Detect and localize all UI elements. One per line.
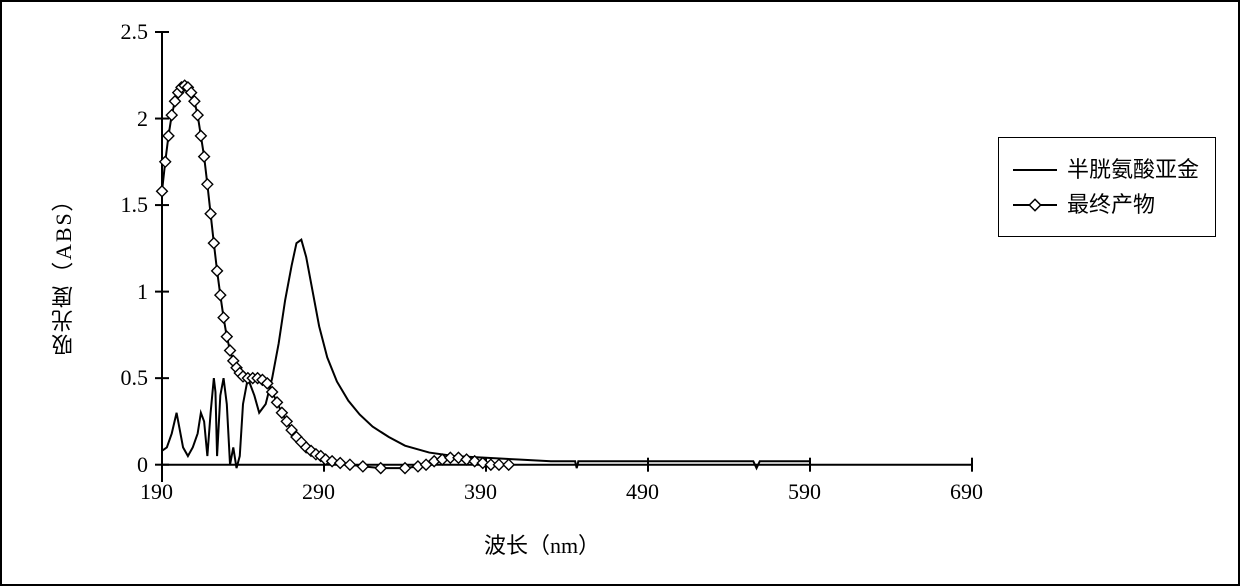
x-axis-label: 波长（nm） [42, 528, 1042, 560]
legend-swatch-line [1013, 160, 1057, 180]
plot-wrap: 吸光度（ABS） 190 290 390 490 590 690 0 0.5 1 1.5 2 2.5… [42, 22, 1042, 562]
legend-label-1: 半胱氨酸亚金 [1067, 152, 1199, 187]
legend-swatch-line-marker [1013, 195, 1057, 215]
figure-frame: 吸光度（ABS） 190 290 390 490 590 690 0 0.5 1 1.5 2 2.5… [0, 0, 1240, 586]
legend: 半胱氨酸亚金 最终产物 [998, 137, 1216, 237]
legend-item-series2: 最终产物 [1013, 187, 1199, 222]
x-tick: 490 [626, 479, 659, 505]
y-tick: 0 [137, 452, 148, 478]
x-tick: 390 [464, 479, 497, 505]
legend-item-series1: 半胱氨酸亚金 [1013, 152, 1199, 187]
x-tick: 590 [788, 479, 821, 505]
x-tick: 190 [140, 479, 173, 505]
y-tick: 1.5 [121, 192, 149, 218]
chart-svg [42, 22, 1042, 522]
y-tick: 1 [137, 279, 148, 305]
x-tick: 290 [302, 479, 335, 505]
x-tick: 690 [950, 479, 983, 505]
legend-label-2: 最终产物 [1067, 187, 1155, 222]
y-tick: 2 [137, 106, 148, 132]
y-axis-label: 吸光度（ABS） [48, 172, 80, 372]
y-tick: 0.5 [121, 365, 149, 391]
y-tick: 2.5 [121, 19, 149, 45]
